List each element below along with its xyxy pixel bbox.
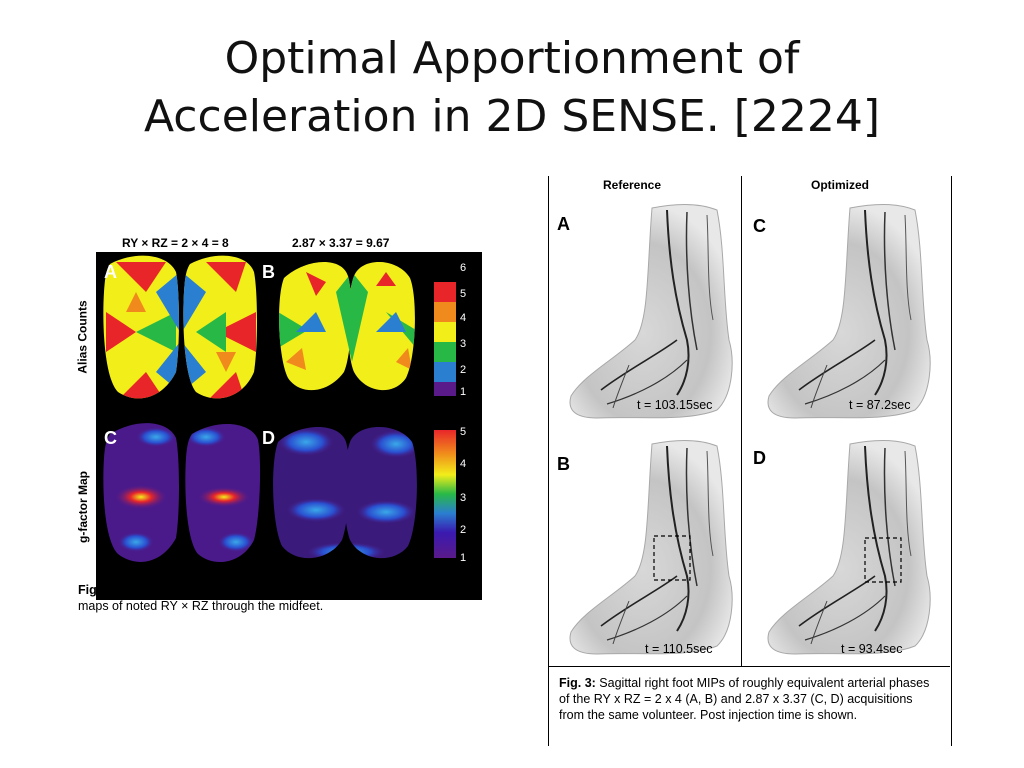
cb-top-tick: 1: [460, 386, 467, 398]
fig2-row-label-gfactor: g-factor Map: [76, 471, 90, 543]
cb-bottom-tick: 3: [460, 492, 467, 504]
fig3-foot-d: [767, 439, 932, 655]
fig2-panel-d-letter: D: [262, 428, 275, 448]
roi-box-d: [864, 537, 902, 583]
fig3-time-b: t = 110.5sec: [645, 642, 713, 656]
fig3-time-a: t = 103.15sec: [637, 398, 713, 412]
cb-top-tick: 4: [460, 312, 467, 324]
fig3-panel-letter-b: B: [557, 454, 570, 474]
alias-map-b: [279, 261, 415, 391]
gfactor-map-c: [103, 423, 261, 563]
cb-top-tick: 2: [460, 364, 467, 376]
fig2-caption: Fig 2: Single phase encoding plane alias…: [78, 582, 482, 614]
cb-bottom-tick: 4: [460, 458, 467, 470]
fig3-foot-a: [569, 203, 734, 419]
fig2-panel-c-letter: C: [104, 428, 117, 448]
colorbar-gfactor: [434, 430, 456, 558]
cb-top-tick: 3: [460, 338, 467, 350]
figure-3: Reference Optimized A C B D t = 103.: [548, 176, 952, 746]
fig3-panel-letter-a: A: [557, 214, 570, 234]
slide-title-line-2: Acceleration in 2D SENSE. [2224]: [143, 91, 880, 142]
fig2-row-label-alias: Alias Counts: [76, 300, 90, 374]
cb-top-tick: 6: [460, 262, 467, 274]
fig2-image-canvas: A B C D 6 5 4 3 2 1 5 4 3 2 1: [96, 252, 482, 600]
fig3-foot-b: [569, 439, 734, 655]
fig3-time-d: t = 93.4sec: [841, 642, 903, 656]
roi-box-b: [653, 535, 691, 581]
fig2-header-left: RY × RZ = 2 × 4 = 8: [122, 236, 229, 250]
cb-bottom-tick: 1: [460, 552, 467, 564]
fig3-panel-letter-d: D: [753, 448, 766, 468]
cb-top-tick: 5: [460, 288, 467, 300]
fig3-caption-text: Sagittal right foot MIPs of roughly equi…: [559, 676, 930, 722]
cb-bottom-tick: 5: [460, 426, 467, 438]
fig2-header: RY × RZ = 2 × 4 = 8 2.87 × 3.37 = 9.67: [70, 230, 482, 252]
fig2-panel-a-letter: A: [104, 262, 117, 282]
fig3-caption: Fig. 3: Sagittal right foot MIPs of roug…: [549, 666, 950, 723]
gfactor-map-d: [273, 427, 417, 559]
alias-map-a: [103, 255, 258, 399]
fig3-col-header-optimized: Optimized: [811, 178, 870, 192]
fig3-caption-label: Fig. 3:: [559, 676, 596, 690]
fig2-panel-b-letter: B: [262, 262, 275, 282]
fig2-maps: [103, 255, 456, 563]
fig2-caption-label: Fig 2:: [78, 583, 112, 597]
slide-title: Optimal Apportionment of Acceleration in…: [0, 30, 1024, 146]
slide-title-line-1: Optimal Apportionment of: [224, 33, 800, 84]
fig3-column-divider: [741, 176, 742, 666]
fig2-caption-text: Single phase encoding plane alias count …: [78, 583, 475, 613]
figure-2: RY × RZ = 2 × 4 = 8 2.87 × 3.37 = 9.67 A…: [70, 230, 482, 626]
colorbar-alias: [434, 282, 456, 396]
fig3-foot-c: [767, 203, 932, 419]
fig3-time-c: t = 87.2sec: [849, 398, 911, 412]
fig2-header-right: 2.87 × 3.37 = 9.67: [292, 236, 390, 250]
fig3-col-header-reference: Reference: [603, 178, 662, 192]
fig3-mip-images: [569, 203, 932, 655]
fig3-panel-letter-c: C: [753, 216, 766, 236]
cb-bottom-tick: 2: [460, 524, 467, 536]
